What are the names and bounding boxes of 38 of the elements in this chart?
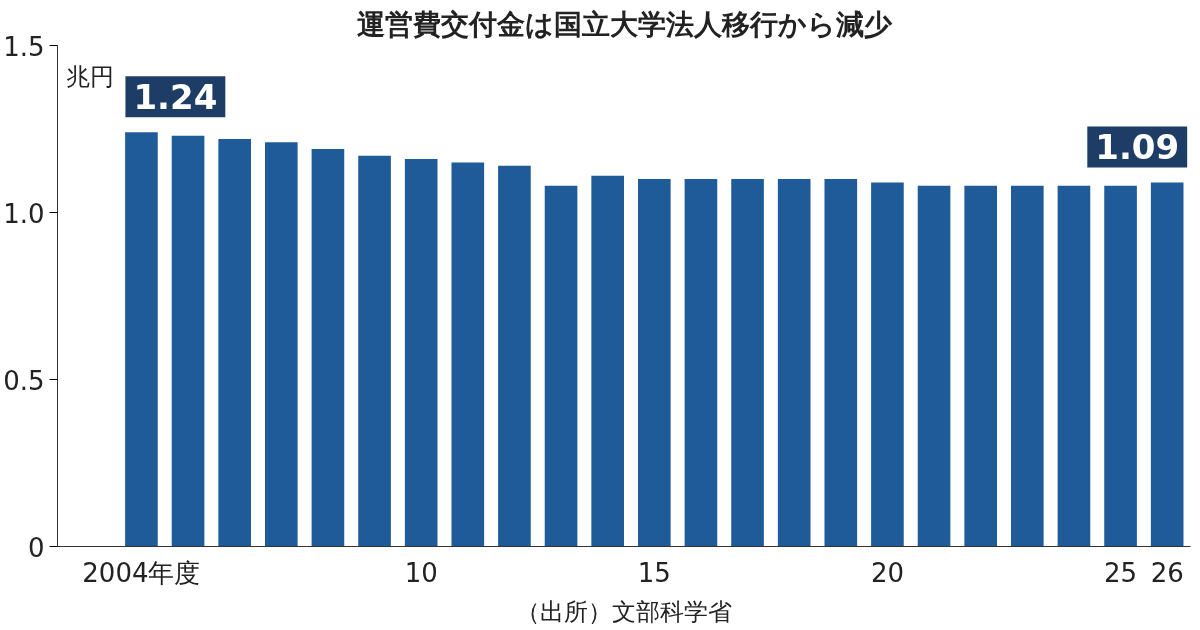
- bar: [404, 159, 438, 547]
- bar: [871, 182, 904, 547]
- bar: [1150, 182, 1184, 547]
- x-tick-label: 20: [870, 557, 904, 588]
- y-tick-label: 0.5: [3, 365, 45, 396]
- bar: [777, 179, 811, 547]
- chart-title: 運営費交付金は国立大学法人移行から減少: [356, 7, 893, 41]
- bar: [964, 185, 997, 547]
- bar: [731, 179, 764, 547]
- data-label: 1.09: [1095, 127, 1180, 168]
- x-tick-label: 26: [1150, 557, 1184, 588]
- bar: [637, 179, 671, 547]
- bar: [218, 139, 251, 547]
- bar: [1057, 185, 1091, 547]
- text: （出所）文部科学省: [516, 597, 732, 626]
- y-tick-label: 0: [27, 532, 45, 563]
- bar: [125, 132, 158, 547]
- bar: [311, 149, 345, 547]
- bar: [1010, 185, 1044, 547]
- bar: [544, 185, 578, 547]
- bar: [917, 185, 951, 547]
- x-tick-label: 25: [1104, 557, 1138, 588]
- bar: [498, 165, 531, 547]
- y-tick-label: 1.0: [3, 198, 45, 229]
- bar: [684, 179, 718, 547]
- x-tick-label: 10: [404, 557, 438, 588]
- y-tick-label: 1.5: [3, 31, 45, 62]
- bar: [264, 142, 298, 547]
- bar: [358, 155, 391, 547]
- x-tick-label: 15: [637, 557, 671, 588]
- x-tick-label: 2004年度: [82, 557, 201, 588]
- bar: [451, 162, 485, 547]
- y-axis-title: 兆円: [65, 62, 114, 91]
- bar: [824, 179, 858, 547]
- data-label: 1.24: [133, 77, 218, 118]
- bar: [171, 135, 205, 547]
- bar: [591, 175, 624, 547]
- bar: [1104, 185, 1137, 547]
